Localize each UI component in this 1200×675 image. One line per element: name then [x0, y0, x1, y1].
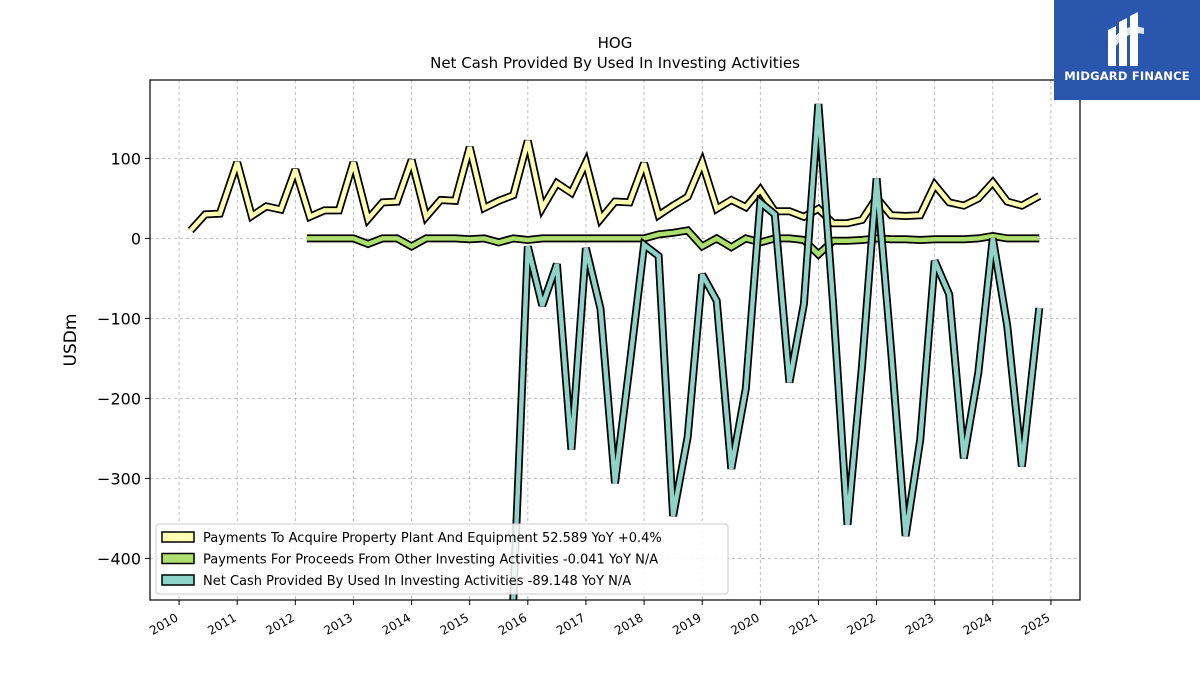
x-tick-label: 2017 [554, 610, 587, 637]
legend-box [155, 523, 729, 595]
x-tick-label: 2021 [786, 610, 819, 637]
x-tick-label: 2014 [380, 610, 413, 637]
x-tick-label: 2019 [670, 610, 703, 637]
series-line-1 [306, 227, 1040, 258]
x-tick-label: 2024 [961, 610, 994, 637]
x-tick-label: 2020 [728, 610, 761, 637]
series-line-2 [511, 103, 1042, 600]
x-tick-label: 2012 [263, 610, 296, 637]
x-axis: 2010 2011 2012 2013 2014 2015 2016 2017 2018 2019… [147, 600, 1052, 638]
x-tick-label: 2011 [205, 610, 238, 637]
x-tick-label: 2025 [1019, 610, 1052, 637]
legend-swatch-0 [161, 531, 195, 543]
x-tick-label: 2010 [147, 610, 180, 637]
x-tick-label: 2022 [845, 610, 878, 637]
y-axis-label: USDm [61, 314, 81, 367]
brand-logo: MIDGARD FINANCE [1054, 0, 1200, 100]
x-tick-label: 2013 [321, 610, 354, 637]
plot-frame [149, 79, 1081, 601]
x-tick-label: 2023 [903, 610, 936, 637]
y-tick-label: −300 [97, 469, 141, 488]
legend-swatch-1 [161, 552, 195, 565]
chart-title: HOG [598, 34, 633, 52]
brand-mark-icon [1108, 12, 1144, 66]
y-tick-label: 100 [110, 149, 141, 168]
brand-name: MIDGARD FINANCE [1064, 69, 1190, 83]
y-tick-label: −400 [97, 549, 141, 568]
legend-label-2: Net Cash Provided By Used In Investing A… [203, 574, 631, 589]
y-tick-label: −200 [97, 389, 141, 408]
series-line-0 [189, 140, 1041, 232]
chart-subtitle: Net Cash Provided By Used In Investing A… [430, 54, 800, 72]
series-layer [187, 103, 1044, 600]
y-axis: 100 0 −100 −200 −300 −400 [97, 149, 150, 568]
x-tick-label: 2015 [438, 610, 471, 637]
y-tick-label: −100 [97, 309, 141, 328]
legend-label-1: Payments For Proceeds From Other Investi… [203, 553, 658, 568]
grid [150, 80, 1080, 600]
legend-swatch-2 [161, 574, 195, 586]
legend: Payments To Acquire Property Plant And E… [155, 523, 729, 595]
x-tick-label: 2018 [612, 610, 645, 637]
y-tick-label: 0 [131, 229, 141, 248]
x-tick-label: 2016 [496, 610, 529, 637]
legend-label-0: Payments To Acquire Property Plant And E… [203, 531, 662, 546]
